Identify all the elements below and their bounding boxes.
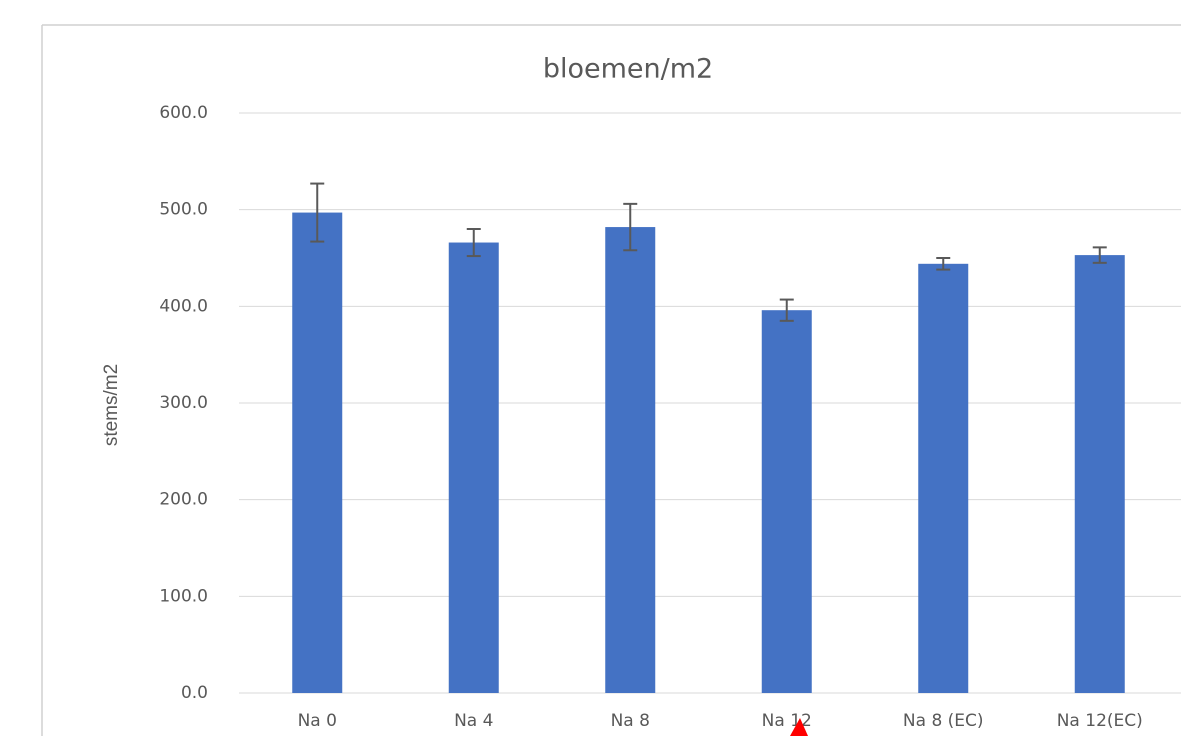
error-bar [1092,246,1107,264]
y-tick-label: 0.0 [181,683,208,703]
error-bar [310,182,325,243]
x-tick-label: Na 8 (EC) [903,711,984,731]
error-bar [779,298,794,322]
x-tick-label: Na 0 [298,711,337,731]
y-tick-label: 400.0 [159,296,208,316]
y-tick-label: 600.0 [159,103,208,123]
chart-title: bloemen/m2 [543,54,713,85]
x-tick-label: Na 8 [611,711,650,731]
bar [605,227,656,694]
y-tick-label: 500.0 [159,200,208,220]
bar [292,212,343,694]
error-bar [623,202,638,252]
y-tick-label: 100.0 [159,586,208,606]
bar [448,242,499,694]
x-tick-label: Na 12(EC) [1057,711,1143,731]
x-tick-label: Na 4 [454,711,493,731]
bar [918,263,969,693]
error-bar [466,228,481,258]
y-tick-label: 300.0 [159,393,208,413]
bar [1074,255,1125,693]
bar [761,310,812,693]
error-bar [936,257,951,271]
arrow-annotation [790,718,808,736]
y-tick-label: 200.0 [159,490,208,510]
y-axis-label: stems/m2 [101,364,122,446]
